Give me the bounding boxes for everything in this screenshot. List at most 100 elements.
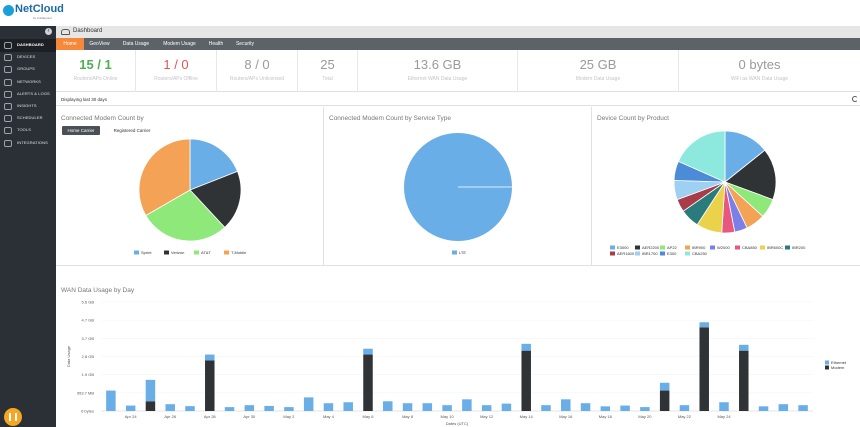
kpi-card: 8 / 0 Routers/APs Unlicensed: [217, 50, 298, 92]
pie-slice[interactable]: [724, 149, 777, 201]
bar-ethernet[interactable]: [620, 405, 630, 411]
bar-ethernet[interactable]: [778, 404, 789, 411]
pie-slice[interactable]: [677, 130, 726, 183]
scheduler-icon: [4, 115, 12, 123]
carrier-pie-chart: Sprint Verizon AT&T T-Mobile: [134, 138, 247, 255]
bar-ethernet[interactable]: [719, 402, 729, 411]
bar-ethernet[interactable]: [481, 405, 492, 411]
kpi-value-a: 1: [163, 57, 171, 72]
sidebar-item-groups[interactable]: GROUPS: [0, 63, 56, 76]
bar-ethernet[interactable]: [383, 401, 393, 411]
bar-ethernet[interactable]: [521, 343, 531, 351]
legend-swatch: [610, 251, 615, 256]
bar-ethernet[interactable]: [422, 403, 433, 411]
bar-ethernet[interactable]: [106, 390, 116, 411]
home-carrier-toggle[interactable]: Home Carrier: [62, 126, 100, 135]
y-tick-label: 4.7 GB: [82, 318, 95, 323]
legend-swatch: [685, 245, 690, 250]
bar-ethernet[interactable]: [402, 403, 413, 411]
bar-ethernet[interactable]: [303, 397, 314, 411]
kpi-value-b: 1: [104, 57, 112, 72]
legend-label: IBR1700: [642, 251, 658, 256]
chevron-left-icon[interactable]: ‹: [45, 28, 52, 35]
bar-ethernet[interactable]: [679, 405, 690, 411]
bar-modem[interactable]: [699, 327, 709, 411]
networks-icon: [4, 78, 12, 86]
tab-modem-usage[interactable]: Modem Usage: [163, 41, 196, 47]
bar-ethernet[interactable]: [442, 405, 452, 411]
sidebar-item-dashboard[interactable]: DASHBOARD: [0, 39, 56, 52]
sidebar-item-label: INTEGRATIONS: [17, 139, 48, 145]
x-tick-label: May 8: [402, 414, 414, 419]
bar-ethernet[interactable]: [600, 406, 611, 411]
tab-health[interactable]: Health: [208, 41, 224, 47]
bar-ethernet[interactable]: [323, 403, 334, 411]
bar-ethernet[interactable]: [125, 405, 136, 411]
sidebar-item-insights[interactable]: INSIGHTS: [0, 100, 56, 113]
bar-ethernet[interactable]: [739, 344, 749, 351]
bar-ethernet[interactable]: [205, 354, 215, 361]
bar-modem[interactable]: [739, 350, 749, 411]
brand-sub: by cradlepoint: [33, 16, 52, 20]
tab-data-usage[interactable]: Data Usage: [122, 41, 150, 47]
legend-swatch: [164, 250, 169, 255]
sidebar-item-alerts-logs[interactable]: ALERTS & LOGS: [0, 88, 56, 101]
legend-swatch: [452, 250, 457, 255]
dashboard-breadcrumb-icon: [61, 29, 70, 35]
bar-modem[interactable]: [521, 350, 531, 411]
service-pie-chart: LTE: [404, 133, 512, 255]
bar-ethernet[interactable]: [284, 407, 294, 411]
y-tick-label: 5.6 GB: [82, 300, 95, 305]
tab-security[interactable]: Security: [235, 41, 255, 47]
sidebar-item-integrations[interactable]: INTEGRATIONS: [0, 137, 56, 150]
sidebar-item-tools[interactable]: TOOLS: [0, 124, 56, 137]
pie-slice[interactable]: [145, 189, 226, 242]
legend-label: IBR900: [692, 245, 706, 250]
sidebar-item-scheduler[interactable]: SCHEDULER: [0, 112, 56, 125]
x-tick-label: May 24: [717, 414, 731, 419]
refresh-icon[interactable]: [852, 96, 858, 102]
sidebar-item-networks[interactable]: NETWORKS: [0, 76, 56, 89]
bar-modem[interactable]: [205, 360, 215, 411]
bar-ethernet[interactable]: [343, 402, 353, 411]
pie-slice[interactable]: [189, 138, 238, 191]
bar-ethernet[interactable]: [185, 406, 195, 411]
legend-swatch: [660, 245, 665, 250]
legend-label: Modem: [831, 365, 845, 370]
y-tick-label: 1.9 GB: [82, 372, 95, 377]
bar-ethernet[interactable]: [580, 403, 591, 411]
bar-ethernet[interactable]: [363, 348, 373, 355]
pie-slice[interactable]: [189, 170, 242, 228]
breadcrumb[interactable]: Dashboard: [73, 28, 103, 34]
sidebar-item-devices[interactable]: DEVICES: [0, 51, 56, 64]
x-tick-label: May 12: [480, 414, 494, 419]
tab-geoview[interactable]: GeoView: [89, 41, 110, 47]
bar-modem[interactable]: [659, 390, 670, 411]
bar-ethernet[interactable]: [264, 405, 274, 411]
bar-ethernet[interactable]: [699, 322, 709, 328]
legend-swatch: [194, 250, 199, 255]
bar-ethernet[interactable]: [541, 405, 551, 411]
bar-ethernet[interactable]: [244, 405, 255, 411]
logo[interactable]: NetCloud by cradlepoint: [0, 0, 64, 26]
bar-ethernet[interactable]: [640, 407, 650, 411]
kpi-label: WiFi as WAN Data Usage: [730, 76, 789, 82]
bar-ethernet[interactable]: [561, 399, 571, 411]
pie-slice[interactable]: [138, 138, 191, 217]
bar-ethernet[interactable]: [659, 382, 670, 391]
legend-swatch: [735, 245, 740, 250]
sidebar-item-label: ALERTS & LOGS: [17, 90, 50, 96]
bar-ethernet[interactable]: [798, 405, 808, 411]
bar-ethernet[interactable]: [224, 407, 235, 411]
bar-ethernet[interactable]: [165, 404, 175, 411]
registered-carrier-toggle[interactable]: Registered Carrier: [113, 128, 151, 133]
bar-modem[interactable]: [363, 354, 373, 411]
chat-button[interactable]: [4, 408, 22, 426]
bar-modem[interactable]: [145, 401, 156, 411]
cloud-logo-icon: [3, 5, 14, 16]
tab-home[interactable]: Home: [56, 38, 84, 50]
bar-ethernet[interactable]: [501, 403, 512, 411]
bar-ethernet[interactable]: [145, 379, 156, 402]
bar-ethernet[interactable]: [758, 406, 769, 411]
bar-ethernet[interactable]: [462, 399, 472, 411]
